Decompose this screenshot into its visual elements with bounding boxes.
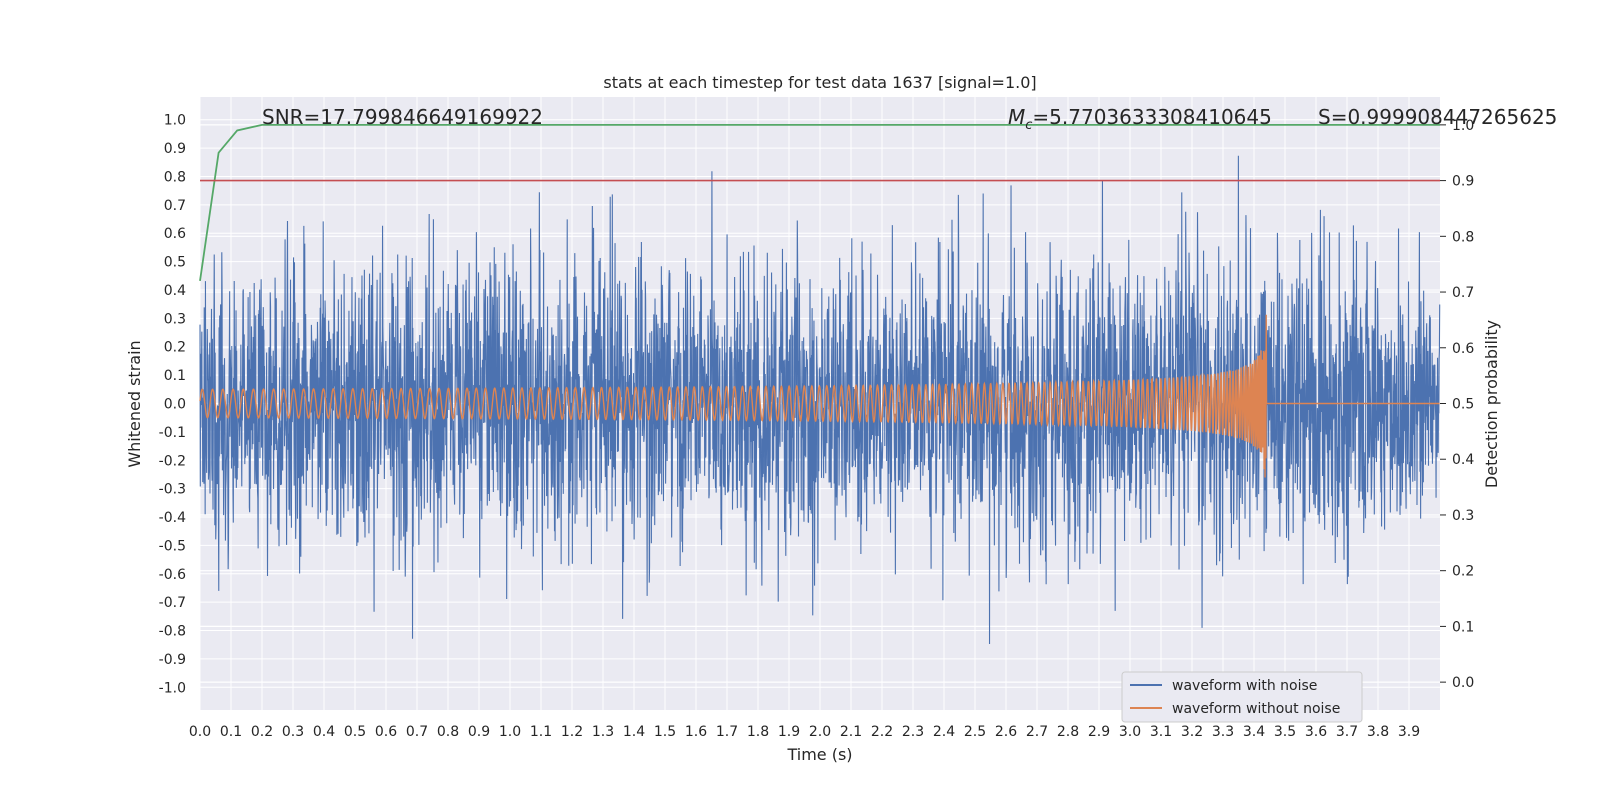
x-tick-label: 0.6 [375,724,397,740]
y2-tick-label: 0.9 [1452,174,1474,190]
chart-title: stats at each timestep for test data 163… [603,73,1036,92]
x-tick-label: 2.9 [1088,724,1110,740]
y-tick-label: 0.5 [164,255,186,271]
detection-probability-line [199,123,1440,282]
x-tick-label: 3.5 [1274,724,1296,740]
y-tick-label: 1.0 [164,113,186,129]
y-tick-label: 0.7 [164,198,186,214]
x-tick-label: 1.5 [654,724,676,740]
y2-axis-ticks: 0.0 0.1 0.2 0.3 0.4 0.5 0.6 0.7 0.8 0.9 1.0 [1440,118,1474,691]
x-tick-label: 2.0 [809,724,831,740]
x-tick-label: 2.4 [933,724,955,740]
y-tick-label: 0.9 [164,141,186,157]
y-tick-label: -1.0 [159,680,186,696]
x-tick-label: 0.1 [220,724,242,740]
y2-tick-label: 0.8 [1452,229,1474,245]
series-waveform-without-noise [199,314,1440,478]
snr-annotation: SNR=17.799846649169922 [262,105,543,129]
y2-tick-label: 0.4 [1452,452,1474,468]
mc-annotation: Mc=5.7703633308410645 [1008,105,1272,133]
y-tick-label: -0.7 [159,595,186,611]
y-tick-label: -0.8 [159,624,186,640]
y-tick-label: -0.4 [159,510,186,526]
x-tick-label: 1.2 [561,724,583,740]
x-tick-label: 2.2 [871,724,893,740]
x-tick-label: 1.6 [685,724,707,740]
y2-tick-label: 0.0 [1452,675,1474,691]
s-annotation: S=0.999908447265625 [1318,105,1557,129]
x-tick-label: 2.5 [964,724,986,740]
y-tick-label: 0.3 [164,311,186,327]
y2-tick-label: 0.7 [1452,285,1474,301]
y-axis-ticks: -1.0 -0.9 -0.8 -0.7 -0.6 -0.5 -0.4 -0.3 -0.2 -0.1… [159,113,186,697]
x-tick-label: 3.2 [1181,724,1203,740]
x-tick-label: 2.8 [1057,724,1079,740]
y2-tick-label: 0.5 [1452,397,1474,413]
legend-box [1121,671,1363,723]
x-tick-label: 1.3 [592,724,614,740]
x-tick-label: 0.3 [282,724,304,740]
x-tick-label: 3.0 [1119,724,1141,740]
x-tick-label: 3.9 [1398,724,1420,740]
y-tick-label: -0.9 [159,652,186,668]
x-tick-label: 3.7 [1336,724,1358,740]
x-tick-label: 1.1 [530,724,552,740]
y-axis-label: Whitened strain [125,340,144,467]
x-tick-label: 3.6 [1305,724,1327,740]
x-tick-label: 2.1 [840,724,862,740]
y2-tick-label: 0.6 [1452,341,1474,357]
legend-label-clean: waveform without noise [1172,701,1340,717]
x-tick-label: 0.0 [189,724,211,740]
x-tick-label: 1.0 [499,724,521,740]
x-tick-label: 3.1 [1150,724,1172,740]
x-axis-label: Time (s) [786,745,852,764]
y-tick-label: 0.6 [164,226,186,242]
x-tick-label: 0.9 [468,724,490,740]
y-tick-label: 0.4 [164,283,186,299]
y2-axis-label: Detection probability [1482,320,1501,488]
series-waveform-with-noise [199,155,1441,645]
x-tick-label: 0.5 [344,724,366,740]
x-tick-label: 3.8 [1367,724,1389,740]
y-tick-label: 0.8 [164,169,186,185]
series-detection-probability [199,123,1440,282]
y-tick-label: 0.1 [164,368,186,384]
y-tick-label: -0.2 [159,453,186,469]
y-tick-label: -0.1 [159,425,186,441]
x-tick-label: 1.4 [623,724,645,740]
y-tick-label: 0.2 [164,340,186,356]
y2-tick-label: 0.2 [1452,564,1474,580]
x-tick-label: 0.8 [437,724,459,740]
y-tick-label: -0.3 [159,482,186,498]
legend: waveform with noise waveform without noi… [1121,671,1363,723]
y-tick-label: -0.6 [159,567,186,583]
y-tick-label: -0.5 [159,538,186,554]
clean-line [199,314,1440,478]
x-tick-label: 0.7 [406,724,428,740]
x-tick-label: 1.9 [778,724,800,740]
y2-tick-label: 1.0 [1452,118,1474,134]
x-tick-label: 1.8 [747,724,769,740]
x-axis-ticks: 0.0 0.1 0.2 0.3 0.4 0.5 0.6 0.7 0.8 0.9 1.0 1.1 1.2 1… [189,724,1420,740]
x-tick-label: 0.2 [251,724,273,740]
y2-tick-label: 0.1 [1452,619,1474,635]
x-tick-label: 0.4 [313,724,335,740]
x-tick-label: 3.4 [1243,724,1265,740]
x-tick-label: 2.7 [1026,724,1048,740]
noise-line [199,155,1441,645]
legend-label-noise: waveform with noise [1172,678,1317,694]
x-tick-label: 1.7 [716,724,738,740]
x-tick-label: 2.6 [995,724,1017,740]
x-tick-label: 3.3 [1212,724,1234,740]
y-tick-label: 0.0 [164,397,186,413]
y2-tick-label: 0.3 [1452,508,1474,524]
x-tick-label: 2.3 [902,724,924,740]
